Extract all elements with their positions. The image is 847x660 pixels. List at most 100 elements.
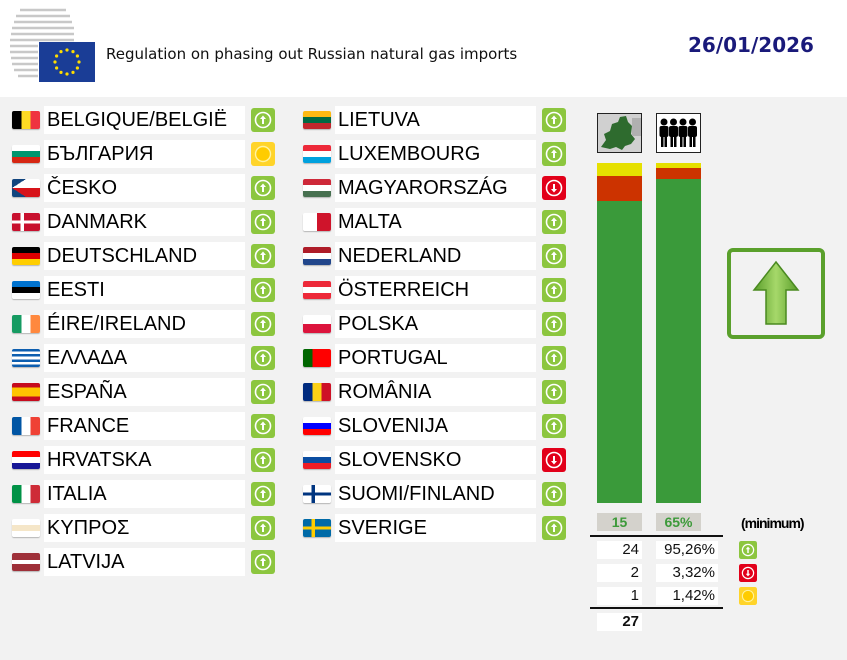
country-row: БЪЛГАРИЯ bbox=[12, 140, 277, 168]
country-name: MAGYARORSZÁG bbox=[335, 174, 536, 202]
flag-icon bbox=[12, 111, 40, 129]
divider bbox=[590, 607, 723, 609]
flag-icon bbox=[303, 145, 331, 163]
country-row: ÉIRE/IRELAND bbox=[12, 310, 277, 338]
country-row: BELGIQUE/BELGIË bbox=[12, 106, 277, 134]
vote-yes-icon bbox=[542, 278, 566, 302]
country-row: LUXEMBOURG bbox=[303, 140, 568, 168]
bar-segment-no bbox=[656, 167, 701, 180]
result-adopted-icon bbox=[727, 248, 825, 339]
country-row: PORTUGAL bbox=[303, 344, 568, 372]
country-row: HRVATSKA bbox=[12, 446, 277, 474]
flag-icon bbox=[12, 281, 40, 299]
country-name: NEDERLAND bbox=[335, 242, 536, 270]
vote-date: 26/01/2026 bbox=[688, 33, 814, 57]
flag-icon bbox=[12, 553, 40, 571]
header: Regulation on phasing out Russian natura… bbox=[0, 0, 847, 97]
country-name: MALTA bbox=[335, 208, 536, 236]
flag-icon bbox=[303, 111, 331, 129]
vote-yes-icon bbox=[542, 346, 566, 370]
flag-icon bbox=[12, 519, 40, 537]
country-name: DANMARK bbox=[44, 208, 245, 236]
country-row: NEDERLAND bbox=[303, 242, 568, 270]
country-row: ΚΥΠΡΟΣ bbox=[12, 514, 277, 542]
vote-yes-icon bbox=[542, 312, 566, 336]
vote-yes-icon bbox=[251, 448, 275, 472]
divider bbox=[590, 535, 723, 537]
flag-icon bbox=[303, 179, 331, 197]
vote-yes-icon bbox=[542, 244, 566, 268]
total-count: 27 bbox=[597, 613, 642, 631]
vote-count-yes: 24 bbox=[597, 541, 642, 559]
country-row: MAGYARORSZÁG bbox=[303, 174, 568, 202]
vote-no-icon bbox=[542, 176, 566, 200]
country-name: ΚΥΠΡΟΣ bbox=[44, 514, 245, 542]
vote-yes-icon bbox=[542, 414, 566, 438]
country-row: MALTA bbox=[303, 208, 568, 236]
country-row: DANMARK bbox=[12, 208, 277, 236]
population-bar bbox=[656, 163, 701, 503]
country-name: SVERIGE bbox=[335, 514, 536, 542]
vote-yes-icon bbox=[251, 278, 275, 302]
flag-icon bbox=[303, 417, 331, 435]
country-row: POLSKA bbox=[303, 310, 568, 338]
country-row: ESPAÑA bbox=[12, 378, 277, 406]
country-row: ÖSTERREICH bbox=[303, 276, 568, 304]
country-name: ITALIA bbox=[44, 480, 245, 508]
country-row: ROMÂNIA bbox=[303, 378, 568, 406]
member-states-icon bbox=[597, 113, 642, 153]
country-name: HRVATSKA bbox=[44, 446, 245, 474]
vote-yes-icon bbox=[251, 210, 275, 234]
country-name: DEUTSCHLAND bbox=[44, 242, 245, 270]
flag-icon bbox=[12, 213, 40, 231]
flag-icon bbox=[12, 247, 40, 265]
flag-icon bbox=[12, 485, 40, 503]
country-row: ČESKO bbox=[12, 174, 277, 202]
population-share-no: 3,32% bbox=[656, 564, 718, 582]
country-row: SLOVENSKO bbox=[303, 446, 568, 474]
vote-yes-icon bbox=[251, 108, 275, 132]
vote-yes-icon bbox=[251, 482, 275, 506]
bar-segment-abstain bbox=[597, 163, 642, 176]
vote-yes-icon bbox=[542, 482, 566, 506]
population-share-yes: 95,26% bbox=[656, 541, 718, 559]
flag-icon bbox=[303, 383, 331, 401]
country-row: SLOVENIJA bbox=[303, 412, 568, 440]
population-share-abstain: 1,42% bbox=[656, 587, 718, 605]
flag-icon bbox=[303, 247, 331, 265]
country-name: ÉIRE/IRELAND bbox=[44, 310, 245, 338]
country-name: BELGIQUE/BELGIË bbox=[44, 106, 245, 134]
flag-icon bbox=[12, 145, 40, 163]
vote-yes-icon bbox=[251, 244, 275, 268]
vote-abstain-icon bbox=[251, 142, 275, 166]
country-name: EESTI bbox=[44, 276, 245, 304]
flag-icon bbox=[303, 349, 331, 367]
flag-icon bbox=[303, 519, 331, 537]
country-name: ROMÂNIA bbox=[335, 378, 536, 406]
country-name: POLSKA bbox=[335, 310, 536, 338]
flag-icon bbox=[12, 315, 40, 333]
country-row: DEUTSCHLAND bbox=[12, 242, 277, 270]
country-name: ΕΛΛΑΔΑ bbox=[44, 344, 245, 372]
vote-yes-icon bbox=[542, 210, 566, 234]
vote-yes-icon bbox=[251, 176, 275, 200]
country-name: ESPAÑA bbox=[44, 378, 245, 406]
country-row: EESTI bbox=[12, 276, 277, 304]
country-row: SUOMI/FINLAND bbox=[303, 480, 568, 508]
country-name: SLOVENSKO bbox=[335, 446, 536, 474]
vote-no-icon bbox=[739, 564, 757, 582]
country-name: SUOMI/FINLAND bbox=[335, 480, 536, 508]
vote-count-abstain: 1 bbox=[597, 587, 642, 605]
flag-icon bbox=[12, 451, 40, 469]
flag-icon bbox=[12, 179, 40, 197]
flag-icon bbox=[303, 281, 331, 299]
vote-yes-icon bbox=[251, 346, 275, 370]
bar-segment-no bbox=[597, 175, 642, 201]
country-name: FRANCE bbox=[44, 412, 245, 440]
page-title: Regulation on phasing out Russian natura… bbox=[106, 45, 518, 63]
country-row: LATVIJA bbox=[12, 548, 277, 576]
vote-yes-icon bbox=[542, 142, 566, 166]
country-row: LIETUVA bbox=[303, 106, 568, 134]
country-row: SVERIGE bbox=[303, 514, 568, 542]
country-name: ČESKO bbox=[44, 174, 245, 202]
